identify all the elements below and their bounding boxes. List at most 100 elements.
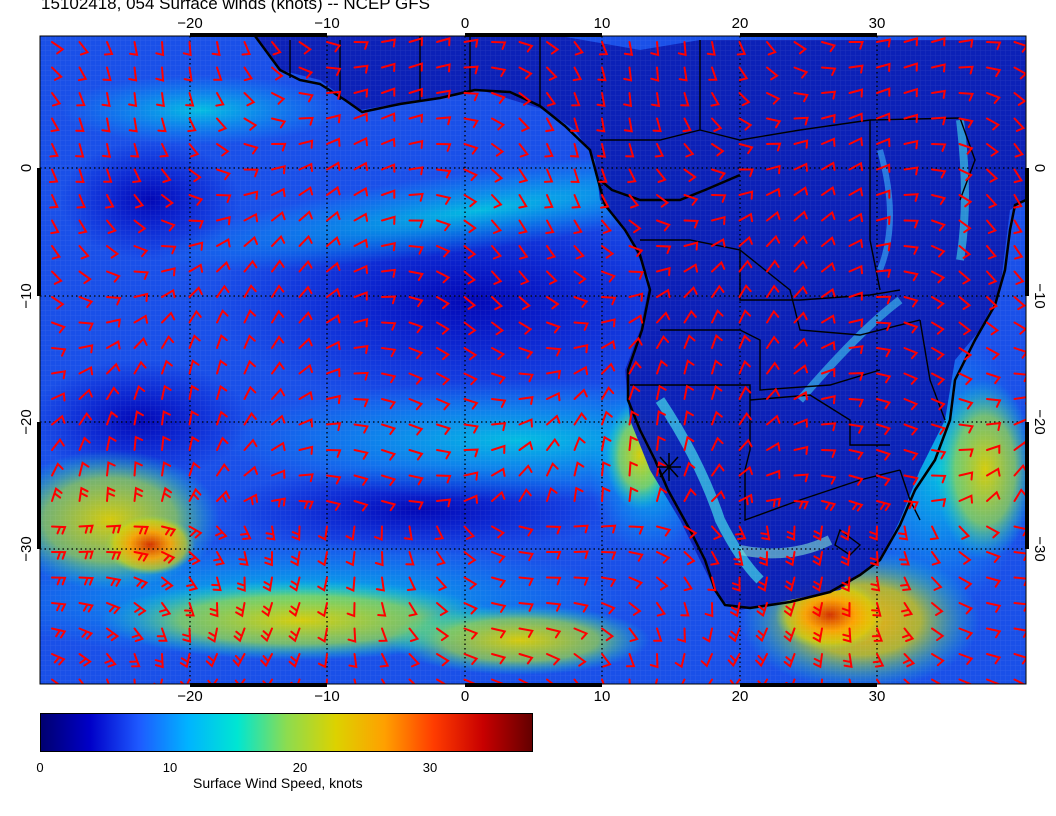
- wind-barb: [518, 92, 532, 106]
- wind-barb: [156, 627, 168, 642]
- wind-barb: [78, 321, 94, 331]
- wind-barb: [211, 576, 222, 592]
- wind-barb: [491, 143, 505, 157]
- wind-barb: [381, 321, 397, 331]
- wind-barb: [821, 395, 836, 405]
- wind-barb: [656, 461, 667, 477]
- wind-barb: [601, 386, 615, 400]
- wind-barb: [518, 270, 530, 285]
- wind-barb: [51, 414, 66, 426]
- wind-barb: [600, 194, 610, 209]
- wind-barb: [128, 66, 138, 82]
- wind-barb: [1013, 653, 1026, 665]
- wind-barb: [738, 309, 752, 324]
- wind-barb: [317, 602, 328, 618]
- wind-barb: [711, 215, 726, 226]
- wind-barb: [353, 212, 369, 222]
- wind-barb: [345, 551, 356, 567]
- wind-barb: [755, 627, 768, 643]
- wind-barb: [571, 92, 581, 107]
- wind-barb: [571, 194, 581, 209]
- wind-barb: [545, 219, 555, 235]
- wind-barb: [491, 194, 503, 209]
- wind-barb: [326, 422, 342, 431]
- wind-barb: [848, 449, 864, 460]
- wind-barb: [133, 360, 147, 375]
- wind-barb: [738, 190, 754, 200]
- wind-barb: [518, 440, 534, 451]
- wind-barb: [271, 142, 287, 152]
- wind-barb: [381, 678, 386, 684]
- wind-barb: [573, 653, 587, 667]
- wind-barb: [628, 486, 639, 502]
- wind-barb: [78, 627, 94, 640]
- wind-barb: [544, 143, 554, 158]
- wind-barb: [958, 551, 972, 565]
- wind-barb: [848, 423, 864, 434]
- wind-barb: [188, 551, 201, 566]
- wind-barb: [931, 449, 947, 460]
- wind-barb: [683, 576, 693, 592]
- wind-barb: [876, 112, 891, 122]
- wind-barb: [243, 438, 258, 451]
- wind-barb: [766, 92, 781, 105]
- wind-barb: [185, 92, 195, 107]
- wind-barb: [766, 387, 781, 400]
- wind-barb: [545, 117, 555, 133]
- wind-barb: [902, 627, 915, 642]
- wind-barb: [650, 66, 660, 82]
- wind-barb: [903, 36, 919, 47]
- wind-barb: [628, 627, 639, 643]
- wind-barb: [766, 469, 781, 479]
- wind-barb: [436, 474, 452, 484]
- wind-barb: [216, 334, 228, 349]
- map-title: 15102418, 054 Surface winds (knots) -- N…: [41, 0, 430, 13]
- wind-barb: [518, 464, 533, 477]
- wind-barb: [601, 551, 617, 560]
- wind-barb: [271, 309, 285, 324]
- wind-barb: [51, 576, 67, 586]
- wind-barb: [848, 318, 864, 328]
- wind-barb: [986, 467, 1001, 477]
- wind-barb: [546, 391, 561, 402]
- wind-barb: [546, 414, 561, 426]
- wind-barb: [683, 359, 695, 375]
- wind-barb: [491, 245, 503, 260]
- wind-barb: [75, 168, 85, 183]
- coastlines: [253, 36, 1026, 610]
- wind-barb: [546, 576, 562, 586]
- wind-barb: [601, 435, 612, 451]
- wind-barb: [326, 210, 341, 222]
- wind-barb: [683, 461, 696, 477]
- wind-barb: [298, 116, 314, 126]
- wind-barb: [573, 486, 584, 502]
- wind-barb: [656, 551, 671, 564]
- wind-barb: [682, 117, 692, 133]
- wind-barb: [491, 117, 506, 131]
- colorbar-label: Surface Wind Speed, knots: [193, 775, 363, 791]
- wind-barb: [598, 41, 609, 56]
- wind-barb: [463, 678, 478, 684]
- wind-barb: [491, 444, 506, 454]
- wind-map: −20 −10 0 10 20 30 −20 −10 0 10 20 30 0 …: [18, 15, 1048, 705]
- wind-barb: [463, 372, 478, 386]
- wind-barb: [656, 219, 671, 232]
- wind-barb: [546, 369, 561, 380]
- wind-barb: [841, 576, 851, 592]
- wind-barb: [408, 87, 423, 98]
- wind-barb: [216, 410, 228, 426]
- wind-barb: [650, 41, 660, 57]
- wind-barb: [436, 194, 452, 205]
- wind-barb: [812, 551, 823, 567]
- wind-barb: [78, 486, 89, 502]
- wind-barb: [188, 309, 202, 324]
- wind-barb: [573, 411, 587, 426]
- wind-barb: [628, 385, 641, 400]
- wind-barb: [188, 219, 204, 229]
- wind-barb: [986, 551, 1001, 563]
- wind-barb: [184, 602, 195, 617]
- wind-barb: [876, 295, 892, 305]
- wind-barb: [573, 436, 586, 451]
- wind-barb: [298, 500, 314, 510]
- wind-barb: [353, 161, 369, 172]
